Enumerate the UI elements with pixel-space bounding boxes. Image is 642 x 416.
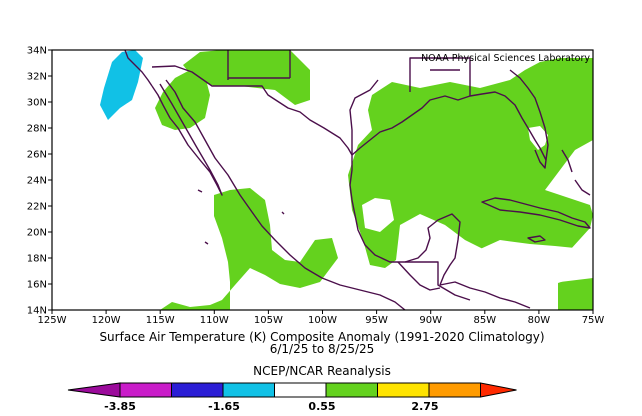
lat-tick-label: 22N (27, 202, 47, 213)
guatemala-border (405, 261, 471, 301)
neutral-region-gulf-south (362, 198, 394, 232)
texas-inland-border (349, 79, 379, 155)
pacific-islands (197, 189, 285, 245)
lat-tick-label: 16N (27, 280, 47, 291)
lon-tick-label: 105W (254, 315, 283, 326)
caption-title: Surface Air Temperature (K) Composite An… (99, 330, 544, 344)
anomaly-region-gulf-caribbean (348, 58, 593, 268)
lat-tick-label: 18N (27, 254, 47, 265)
cuba-outline (481, 197, 591, 229)
colorbar-arrow-low (67, 382, 121, 398)
us-state-lines (227, 50, 471, 96)
positive-anomaly-regions (155, 50, 593, 310)
longitude-axis: 125W 120W 115W 110W 105W 100W 95W 90W 85W 80W 75W (38, 310, 605, 326)
colorbar-swatch (274, 382, 327, 398)
lon-tick-label: 95W (365, 315, 388, 326)
us-gulf-coast (351, 91, 547, 169)
latitude-axis: 14N 16N 18N 20N 22N 24N 26N 28N 30N 32N 34N (27, 46, 52, 317)
lon-tick-label: 90W (419, 315, 442, 326)
colorbar-label-2: -1.65 (208, 400, 240, 413)
lon-tick-label: 120W (92, 315, 121, 326)
anomaly-region-southeast-corner (558, 278, 593, 310)
neutral-region-florida-peninsula (528, 126, 548, 150)
central-america-coast (439, 281, 531, 309)
lat-tick-label: 30N (27, 98, 47, 109)
us-mexico-border (151, 65, 353, 156)
caption-dates: 6/1/25 to 8/25/25 (270, 342, 375, 356)
colorbar-swatch (428, 382, 481, 398)
lat-tick-label: 14N (27, 306, 47, 317)
california-coastline (124, 50, 153, 87)
lon-tick-label: 115W (146, 315, 175, 326)
mexico-pacific-coast (165, 79, 406, 310)
lat-tick-label: 26N (27, 150, 47, 161)
lon-tick-label: 100W (308, 315, 337, 326)
lat-tick-label: 20N (27, 228, 47, 239)
neutral-anomaly-holes (362, 126, 593, 282)
yucatan-border (397, 261, 441, 291)
neutral-region-caribbean-sea (470, 240, 593, 282)
anomaly-region-pacific-mexico (160, 188, 338, 310)
lat-tick-label: 24N (27, 176, 47, 187)
colorbar-labels: -3.85 -1.65 0.55 2.75 (104, 400, 438, 413)
lon-tick-label: 80W (528, 315, 551, 326)
florida-atlantic-coast (509, 69, 549, 161)
lon-tick-label: 110W (200, 315, 229, 326)
lat-tick-label: 28N (27, 124, 47, 135)
bahamas-outline (561, 149, 591, 196)
lon-tick-label: 125W (38, 315, 67, 326)
colorbar-label-3: 0.55 (308, 400, 335, 413)
jamaica-outline (527, 235, 546, 243)
baja-california (151, 83, 223, 196)
lon-tick-label: 75W (582, 315, 605, 326)
colorbar-label-4: 2.75 (411, 400, 438, 413)
colorbar-swatch (325, 382, 378, 398)
colorbar-swatch (119, 382, 172, 398)
colorbar-swatch (377, 382, 430, 398)
colorbar-label-1: -3.85 (104, 400, 136, 413)
caption-source: NCEP/NCAR Reanalysis (253, 364, 391, 378)
lat-tick-label: 34N (27, 46, 47, 57)
colorbar-swatch (222, 382, 275, 398)
colorbar-arrow-high (480, 382, 517, 398)
lon-tick-label: 85W (473, 315, 496, 326)
colorbar-swatch (171, 382, 224, 398)
negative-anomaly-region-pacific (100, 50, 143, 120)
coastlines-and-borders (124, 50, 591, 310)
lat-tick-label: 32N (27, 72, 47, 83)
mexico-gulf-coast (349, 155, 461, 286)
map-area (100, 50, 593, 310)
credit-label: NOAA Physical Sciences Laboratory (421, 53, 590, 64)
colorbar (67, 382, 517, 398)
